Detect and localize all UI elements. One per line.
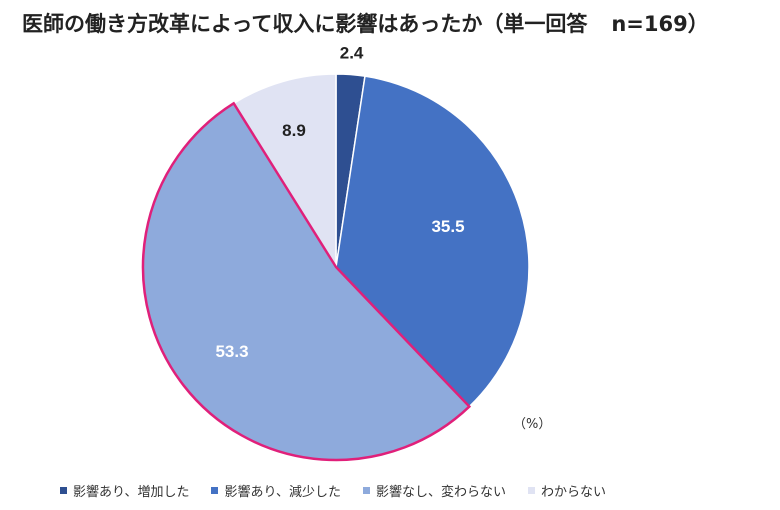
data-label-unchanged: 53.3 [215, 342, 248, 361]
legend-item-unknown: わからない [527, 481, 606, 500]
chart-title-text: 医師の働き方改革によって収入に影響はあったか（単一回答 [22, 12, 588, 36]
pie-slice-decreased [335, 75, 530, 408]
legend-label: 影響あり、減少した [224, 485, 341, 500]
sample-size: n=169） [611, 12, 709, 36]
legend-label: わからない [540, 485, 606, 500]
legend-swatch [527, 487, 535, 494]
legend-label: 影響なし、変わらない [375, 485, 506, 500]
data-label-decreased: 35.5 [431, 217, 464, 236]
legend: 影響あり、増加した 影響あり、減少した 影響なし、変わらない わからない [60, 481, 760, 500]
legend-label: 影響あり、増加した [73, 485, 190, 500]
data-label-increased: 2.4 [340, 44, 364, 63]
pie-slice-unknown [232, 73, 337, 270]
legend-swatch [211, 487, 219, 494]
legend-item-unchanged: 影響なし、変わらない [362, 481, 506, 500]
chart-title: 医師の働き方改革によって収入に影響はあったか（単一回答 n=169） [22, 8, 772, 38]
legend-swatch [362, 487, 370, 494]
data-label-unknown: 8.9 [282, 121, 306, 140]
legend-item-increased: 影響あり、増加した [60, 481, 189, 500]
legend-swatch [60, 487, 67, 494]
legend-item-decreased: 影響あり、減少した [211, 481, 341, 500]
unit-label: （%） [513, 417, 552, 432]
highlight-outline [141, 101, 472, 462]
